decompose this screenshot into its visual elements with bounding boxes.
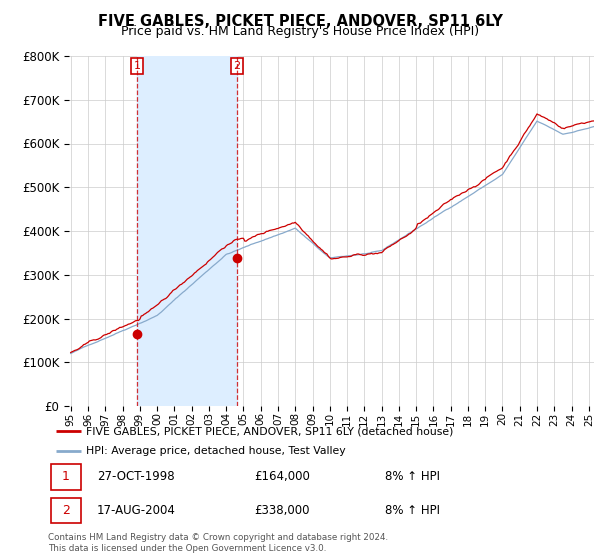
Text: HPI: Average price, detached house, Test Valley: HPI: Average price, detached house, Test…: [86, 446, 346, 456]
Text: 27-OCT-1998: 27-OCT-1998: [97, 470, 175, 483]
Text: 17-AUG-2004: 17-AUG-2004: [97, 504, 176, 517]
Text: 1: 1: [62, 470, 70, 483]
Text: 2: 2: [233, 61, 241, 71]
FancyBboxPatch shape: [51, 464, 80, 489]
Text: £338,000: £338,000: [254, 504, 310, 517]
Text: Price paid vs. HM Land Registry's House Price Index (HPI): Price paid vs. HM Land Registry's House …: [121, 25, 479, 38]
Text: 8% ↑ HPI: 8% ↑ HPI: [385, 470, 440, 483]
Text: 8% ↑ HPI: 8% ↑ HPI: [385, 504, 440, 517]
Text: 1: 1: [133, 61, 140, 71]
Text: 2: 2: [62, 504, 70, 517]
Text: Contains HM Land Registry data © Crown copyright and database right 2024.
This d: Contains HM Land Registry data © Crown c…: [48, 533, 388, 553]
FancyBboxPatch shape: [51, 498, 80, 523]
Text: FIVE GABLES, PICKET PIECE, ANDOVER, SP11 6LY (detached house): FIVE GABLES, PICKET PIECE, ANDOVER, SP11…: [86, 426, 454, 436]
Bar: [137, 56, 237, 406]
Text: FIVE GABLES, PICKET PIECE, ANDOVER, SP11 6LY: FIVE GABLES, PICKET PIECE, ANDOVER, SP11…: [98, 14, 502, 29]
Text: £164,000: £164,000: [254, 470, 310, 483]
